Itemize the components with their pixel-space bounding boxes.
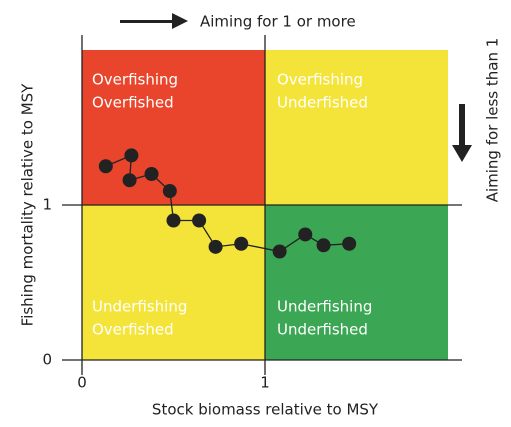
quadrant-label: Overfished: [92, 94, 174, 112]
x-axis-label: Stock biomass relative to MSY: [152, 401, 379, 419]
point: [122, 173, 137, 188]
y-axis-label: Fishing mortality relative to MSY: [19, 83, 37, 327]
quadrant-label: Underfishing: [92, 298, 187, 316]
point: [208, 239, 223, 254]
arrow-right: [120, 13, 188, 29]
arrow-down: [452, 104, 472, 162]
quadrant: [82, 205, 265, 360]
annotation: Aiming for less than 1: [484, 38, 502, 203]
quadrant-label: Overfishing: [92, 71, 178, 89]
quadrant: [265, 205, 448, 360]
point: [98, 159, 113, 174]
point: [272, 244, 287, 259]
x-tick-label: 1: [260, 374, 270, 392]
point: [342, 236, 357, 251]
quadrant-label: Underfished: [277, 321, 368, 339]
quadrants: Overfishing Overfished Overfishing Underfis…: [82, 50, 448, 360]
quadrant-label: Underfishing: [277, 298, 372, 316]
point: [144, 167, 159, 181]
annotation: Aiming for 1 or more: [200, 13, 356, 31]
point: [124, 148, 139, 163]
series: [98, 148, 357, 259]
y-tick-label: 0: [42, 351, 52, 369]
point: [316, 238, 331, 253]
point: [298, 227, 313, 242]
point: [234, 236, 249, 251]
x-tick-label: 0: [77, 374, 87, 392]
quadrant-label: Overfished: [92, 321, 174, 339]
quadrant: [82, 50, 265, 205]
y-tick-label: 1: [42, 196, 52, 214]
quadrant-label: Underfished: [277, 94, 368, 112]
point: [192, 213, 207, 228]
quadrant-label: Overfishing: [277, 71, 363, 89]
quadrant: [265, 50, 448, 205]
point: [162, 184, 177, 199]
point: [166, 213, 181, 228]
axes: 0 1 0 1: [42, 35, 462, 392]
